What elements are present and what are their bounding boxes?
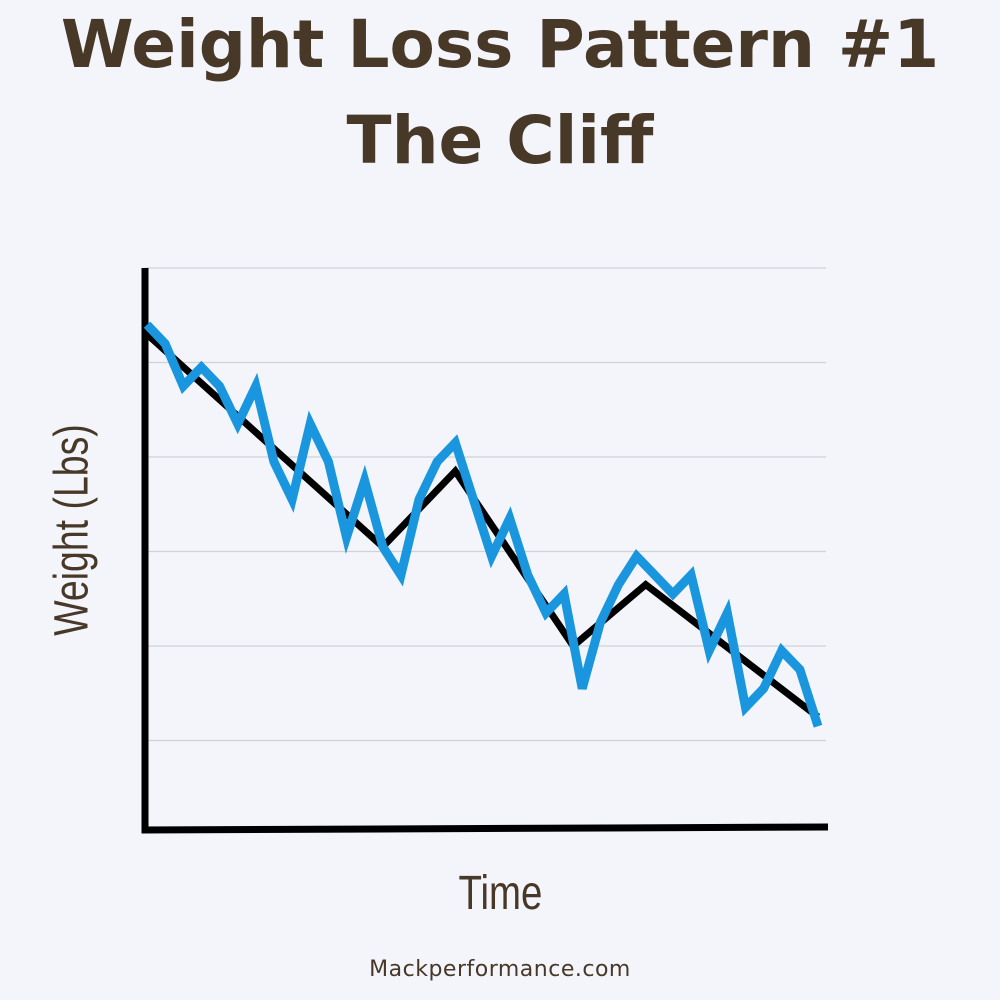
daily-weight-line (143, 321, 823, 728)
y-axis-label: Weight (Lbs) (32, 300, 112, 760)
y-axis-label-text: Weight (Lbs) (45, 424, 99, 636)
footer-website: Mackperformance.com (369, 957, 631, 982)
series (143, 321, 823, 728)
chart-title-line-1: Weight Loss Pattern #1 (60, 6, 940, 83)
x-axis (141, 823, 829, 834)
chart-title-line-2: The Cliff (346, 102, 654, 179)
x-axis-label: Time (0, 866, 1000, 921)
axes (141, 268, 829, 834)
x-axis-label-text: Time (458, 867, 542, 920)
gridlines (145, 267, 826, 742)
